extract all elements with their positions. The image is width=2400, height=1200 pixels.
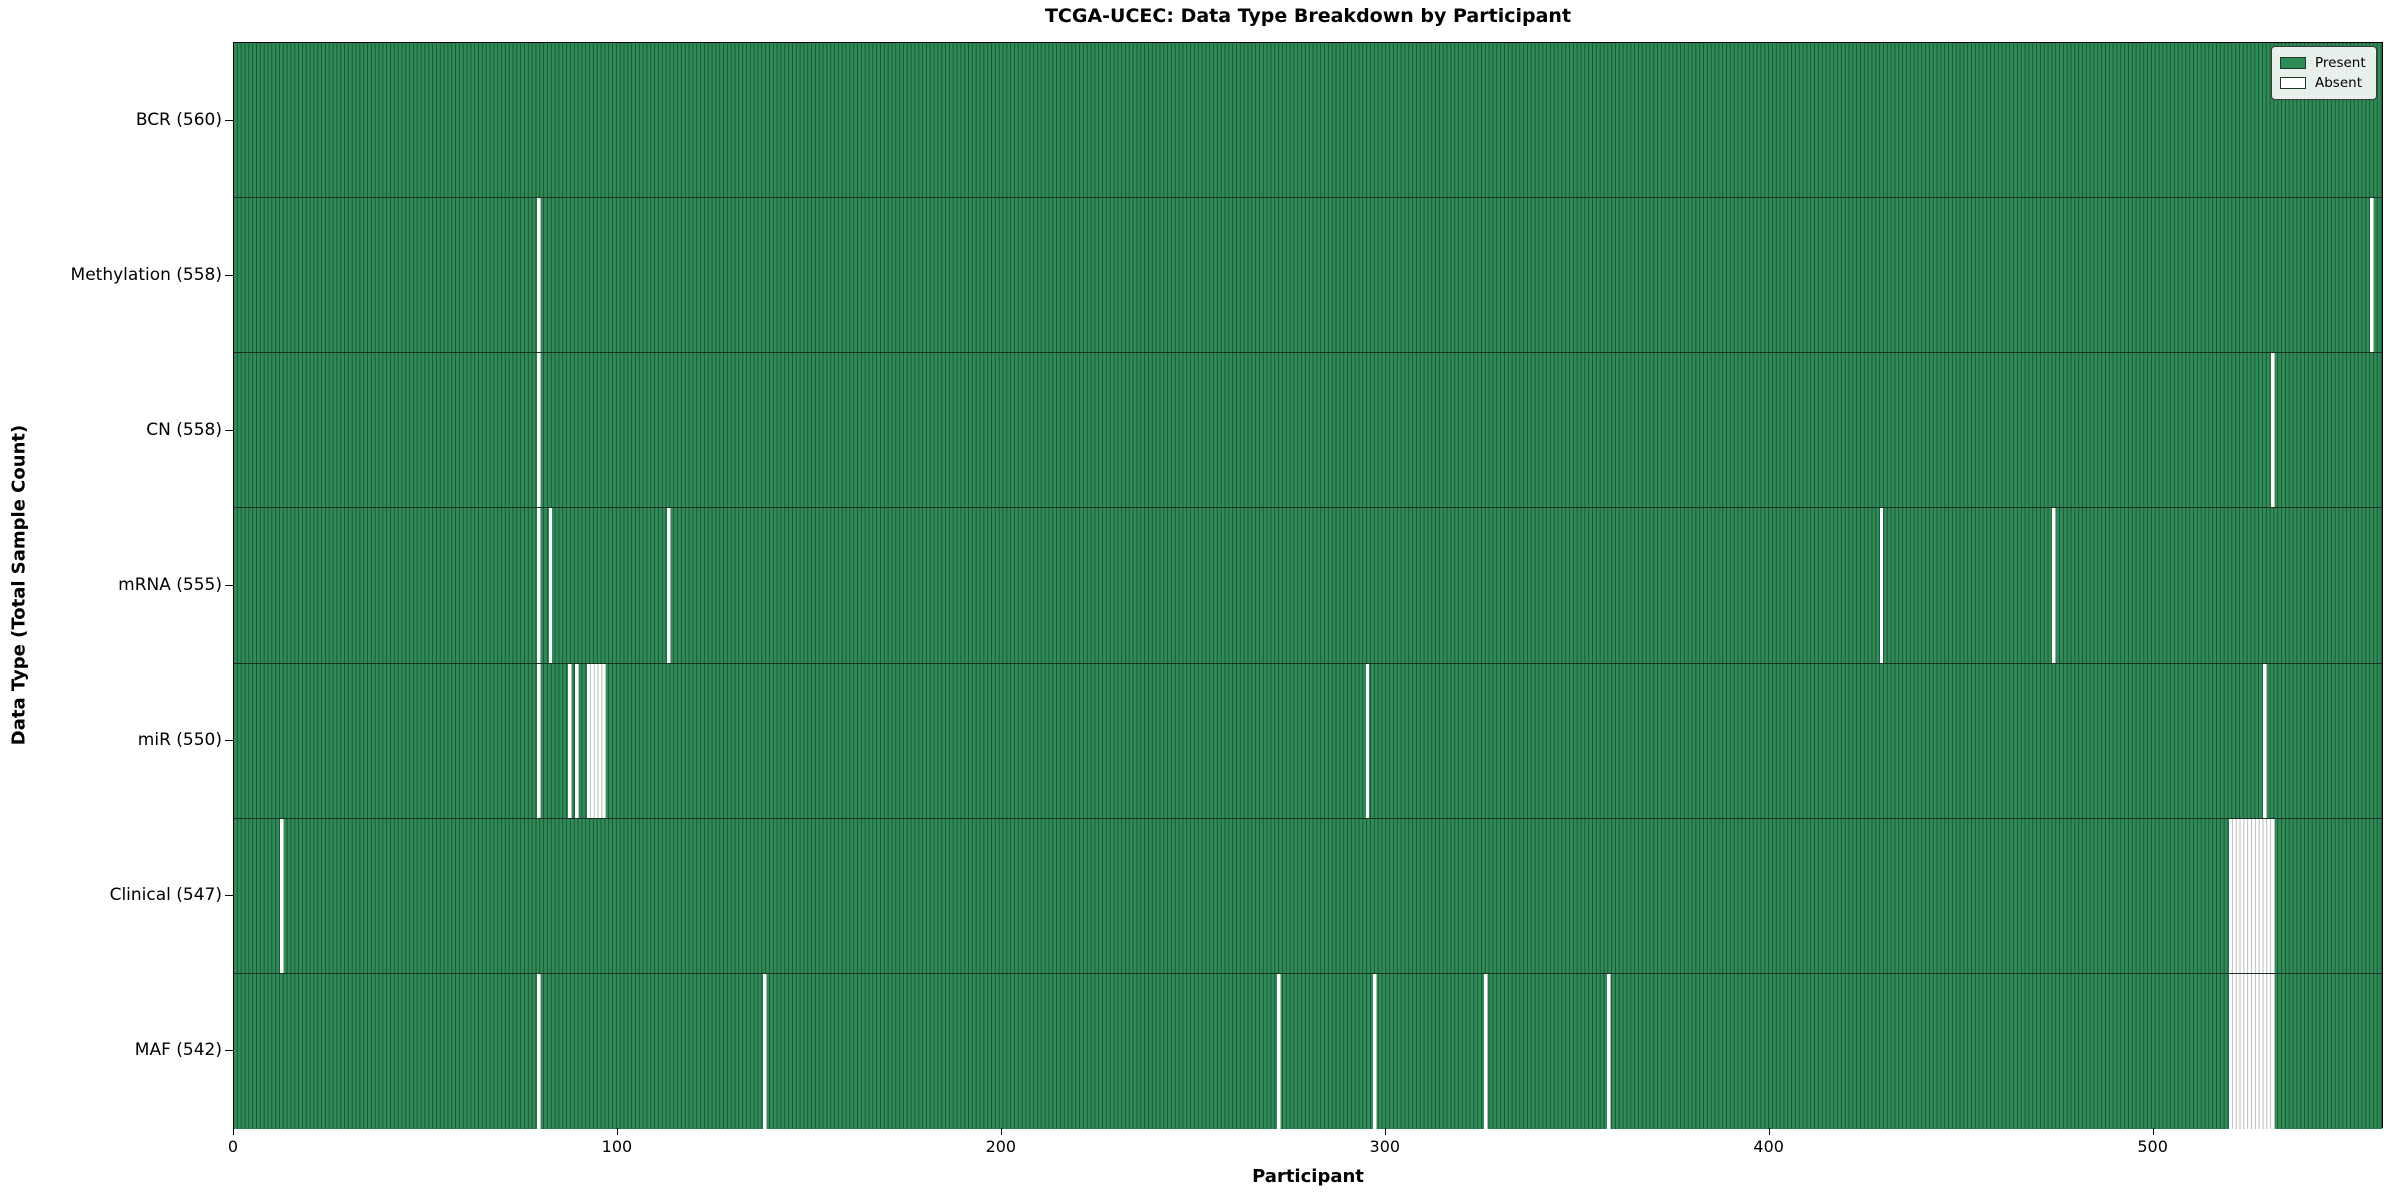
absent-stripe	[1277, 973, 1282, 1129]
y-tick-label-clinical: Clinical (547)	[109, 885, 222, 906]
absent-stripe	[2052, 508, 2056, 663]
absent-stripe	[537, 353, 541, 508]
absent-stripe	[2263, 663, 2267, 818]
absent-stripe	[548, 508, 553, 663]
x-tick-label-400: 400	[1753, 1137, 1784, 1156]
legend-item-absent: Absent	[2280, 73, 2368, 93]
y-tick-label-bcr: BCR (560)	[135, 109, 222, 130]
row-clinical	[234, 818, 2382, 974]
plot-area	[233, 42, 2383, 1129]
absent-stripe	[575, 663, 580, 818]
x-tick-mark	[1384, 1128, 1386, 1135]
y-tick-mark	[225, 740, 233, 742]
absent-stripe	[763, 973, 768, 1129]
x-tick-mark	[1768, 1128, 1770, 1135]
row-bcr	[234, 43, 2382, 199]
absent-stripe	[537, 198, 541, 353]
x-tick-mark	[233, 1128, 234, 1135]
row-maf	[234, 973, 2382, 1129]
row-mir	[234, 663, 2382, 819]
x-tick-label-500: 500	[2137, 1137, 2168, 1156]
x-tick-label-0: 0	[227, 1137, 239, 1156]
y-tick-mark	[225, 119, 233, 121]
x-tick-label-100: 100	[601, 1137, 633, 1156]
absent-stripe	[2228, 818, 2275, 973]
row-cn	[234, 353, 2382, 509]
x-tick-label-200: 200	[985, 1137, 1017, 1156]
y-tick-label-mrna: mRNA (555)	[118, 575, 222, 595]
y-tick-label-mir: miR (550)	[137, 730, 222, 751]
absent-stripe	[1373, 973, 1378, 1129]
y-tick-mark	[225, 585, 233, 586]
y-tick-mark	[225, 429, 233, 431]
absent-stripe	[537, 973, 541, 1129]
absent-stripe	[537, 508, 541, 663]
absent-stripe	[1484, 973, 1489, 1129]
x-axis-title: Participant	[1252, 1166, 1364, 1187]
absent-stripe	[667, 508, 672, 663]
chart-title: TCGA-UCEC: Data Type Breakdown by Partic…	[1044, 5, 1572, 27]
absent-stripe	[1365, 663, 1370, 818]
y-tick-mark	[225, 895, 233, 897]
present-swatch-icon	[2280, 57, 2306, 69]
y-tick-mark	[225, 274, 233, 276]
y-tick-mark	[225, 1050, 233, 1052]
absent-stripe	[280, 818, 284, 973]
y-tick-label-cn: CN (558)	[146, 419, 222, 440]
x-tick-label-300: 300	[1369, 1137, 1401, 1156]
x-tick-mark	[616, 1128, 618, 1135]
absent-stripe	[1879, 508, 1884, 663]
y-tick-label-maf: MAF (542)	[134, 1040, 222, 1061]
legend: Present Absent	[2271, 46, 2377, 100]
absent-swatch-icon	[2280, 77, 2306, 89]
absent-stripe	[586, 663, 607, 818]
legend-label-present: Present	[2315, 55, 2366, 71]
absent-stripe	[2228, 973, 2275, 1129]
row-methylation	[234, 198, 2382, 354]
row-mrna	[234, 508, 2382, 664]
absent-stripe	[2370, 198, 2375, 353]
legend-item-present: Present	[2280, 53, 2368, 73]
absent-stripe	[1607, 973, 1611, 1129]
x-tick-mark	[2152, 1128, 2154, 1135]
y-tick-label-methylation: Methylation (558)	[70, 264, 222, 285]
absent-stripe	[537, 663, 541, 818]
y-axis-title: Data Type (Total Sample Count)	[8, 424, 30, 746]
absent-stripe	[2270, 353, 2275, 508]
legend-label-absent: Absent	[2315, 75, 2362, 91]
absent-stripe	[567, 663, 572, 818]
x-tick-mark	[1000, 1128, 1002, 1135]
